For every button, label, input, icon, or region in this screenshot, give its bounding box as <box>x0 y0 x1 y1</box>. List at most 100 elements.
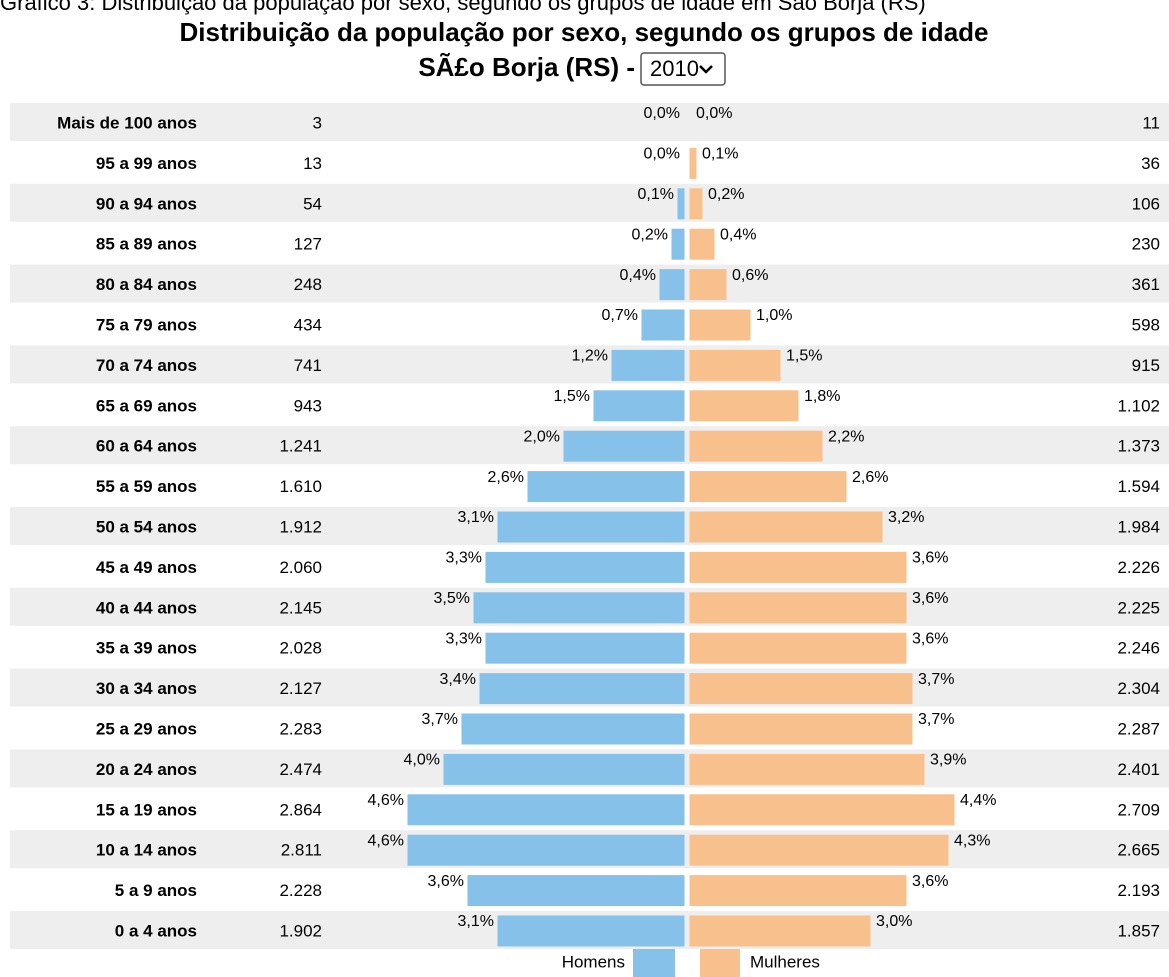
percent-label: 2,6% <box>488 469 524 486</box>
row-background <box>10 183 1169 222</box>
count-label: 3 <box>313 113 322 132</box>
percent-label: 3,5% <box>434 590 470 607</box>
count-label: 2.228 <box>279 881 322 900</box>
percent-label: 1,5% <box>554 388 590 405</box>
percent-label: 3,6% <box>428 873 464 890</box>
bar <box>689 269 727 301</box>
bar <box>485 632 685 664</box>
count-label: 361 <box>1132 275 1160 294</box>
count-label: 1.902 <box>279 921 322 940</box>
count-label: 2.401 <box>1117 760 1160 779</box>
count-label: 2.145 <box>279 598 322 617</box>
chart-caption: Gráfico 3: Distribuição da população por… <box>0 0 926 15</box>
count-label: 1.102 <box>1117 396 1160 415</box>
bar <box>689 632 907 664</box>
percent-label: 1,2% <box>572 348 608 365</box>
count-label: 598 <box>1132 315 1160 334</box>
age-group-label: 20 a 24 anos <box>96 760 197 779</box>
percent-label: 3,6% <box>912 550 948 567</box>
chart-title: Distribuição da população por sexo, segu… <box>179 17 988 47</box>
age-group-label: 30 a 34 anos <box>96 679 197 698</box>
bar <box>443 753 685 785</box>
percent-label: 2,2% <box>828 428 864 445</box>
count-label: 2.283 <box>279 719 322 738</box>
row-background <box>10 345 1169 384</box>
percent-label: 3,9% <box>930 752 966 769</box>
bar <box>407 834 685 866</box>
count-label: 2.665 <box>1117 841 1160 860</box>
count-label: 1.610 <box>279 477 322 496</box>
age-group-label: Mais de 100 anos <box>57 113 197 132</box>
select-box[interactable] <box>640 52 726 86</box>
bar <box>689 511 883 543</box>
age-group-label: 35 a 39 anos <box>96 639 197 658</box>
bar <box>527 471 685 503</box>
percent-label: 3,2% <box>888 509 924 526</box>
bar <box>689 228 715 260</box>
bar <box>485 551 685 583</box>
age-group-label: 5 a 9 anos <box>115 881 197 900</box>
percent-label: 3,3% <box>446 550 482 567</box>
count-label: 2.028 <box>279 639 322 658</box>
percent-label: 3,6% <box>912 590 948 607</box>
count-label: 11 <box>1142 113 1160 132</box>
select-chevron <box>699 65 713 74</box>
bar <box>473 592 685 624</box>
count-label: 13 <box>303 154 322 173</box>
year-select[interactable]: 2010 <box>640 52 726 86</box>
bar <box>689 188 703 220</box>
age-group-label: 0 a 4 anos <box>115 921 197 940</box>
percent-label: 3,7% <box>918 711 954 728</box>
bar <box>563 430 685 462</box>
count-label: 434 <box>294 315 322 334</box>
bar <box>497 915 685 947</box>
percent-label: 0,1% <box>638 186 674 203</box>
percent-label: 1,0% <box>756 307 792 324</box>
percent-label: 0,4% <box>620 267 656 284</box>
bar <box>641 309 685 341</box>
percent-label: 4,6% <box>368 792 404 809</box>
age-group-label: 80 a 84 anos <box>96 275 197 294</box>
percent-label: 3,4% <box>440 671 476 688</box>
percent-label: 3,0% <box>876 913 912 930</box>
age-group-label: 50 a 54 anos <box>96 517 197 536</box>
count-label: 741 <box>294 356 322 375</box>
percent-label: 0,1% <box>702 146 738 163</box>
bar <box>677 188 685 220</box>
count-label: 127 <box>294 235 322 254</box>
age-group-label: 75 a 79 anos <box>96 315 197 334</box>
age-group-label: 40 a 44 anos <box>96 598 197 617</box>
bar <box>593 390 685 422</box>
age-group-label: 70 a 74 anos <box>96 356 197 375</box>
age-group-label: 60 a 64 anos <box>96 437 197 456</box>
percent-label: 0,2% <box>632 226 668 243</box>
count-label: 1.912 <box>279 517 322 536</box>
bar <box>479 673 685 705</box>
bar <box>689 592 907 624</box>
percent-label: 4,6% <box>368 832 404 849</box>
age-group-label: 45 a 49 anos <box>96 558 197 577</box>
bar <box>497 511 685 543</box>
age-group-label: 15 a 19 anos <box>96 800 197 819</box>
percent-label: 0,0% <box>644 146 680 163</box>
count-label: 2.811 <box>281 841 322 860</box>
count-label: 943 <box>294 396 322 415</box>
count-label: 230 <box>1132 235 1160 254</box>
count-label: 106 <box>1132 194 1160 213</box>
count-label: 1.373 <box>1117 437 1160 456</box>
percent-label: 1,5% <box>786 348 822 365</box>
count-label: 1.594 <box>1117 477 1160 496</box>
count-label: 2.127 <box>279 679 322 698</box>
percent-label: 2,6% <box>852 469 888 486</box>
count-label: 1.984 <box>1117 517 1160 536</box>
percent-label: 0,4% <box>720 226 756 243</box>
bar <box>689 673 913 705</box>
percent-label: 3,6% <box>912 630 948 647</box>
count-label: 248 <box>294 275 322 294</box>
select-value[interactable]: 2010 <box>650 56 699 81</box>
percent-label: 3,7% <box>918 671 954 688</box>
age-group-label: 90 a 94 anos <box>96 194 197 213</box>
percent-label: 3,7% <box>422 711 458 728</box>
